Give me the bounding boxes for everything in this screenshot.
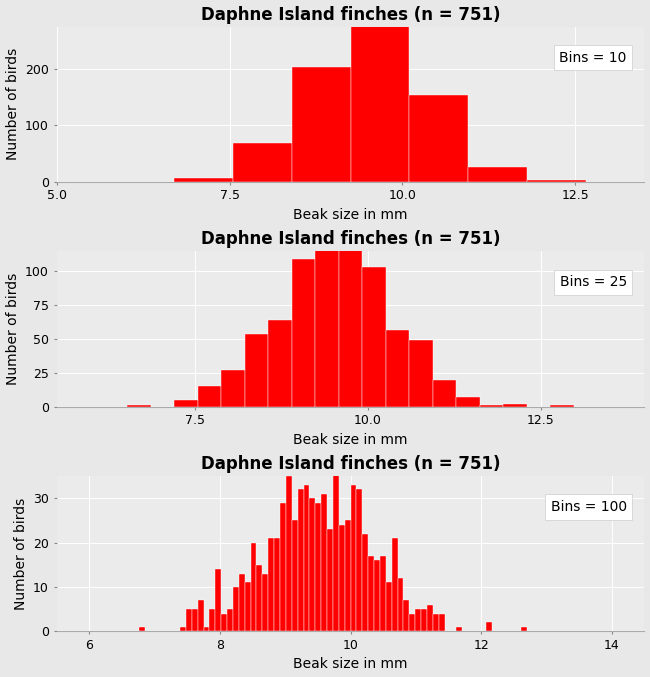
Bar: [398, 578, 404, 631]
Bar: [392, 538, 398, 631]
Y-axis label: Number of birds: Number of birds: [6, 48, 20, 160]
Bar: [192, 609, 198, 631]
Y-axis label: Number of birds: Number of birds: [14, 498, 27, 610]
Bar: [239, 573, 245, 631]
Bar: [263, 573, 268, 631]
Bar: [456, 397, 480, 406]
Bar: [327, 529, 333, 631]
Bar: [127, 405, 151, 406]
Bar: [410, 613, 415, 631]
Bar: [333, 445, 339, 631]
Bar: [221, 613, 227, 631]
X-axis label: Beak size in mm: Beak size in mm: [293, 433, 408, 447]
Bar: [350, 20, 410, 181]
Bar: [439, 613, 445, 631]
Bar: [362, 533, 368, 631]
Bar: [386, 330, 410, 406]
Bar: [404, 600, 410, 631]
Bar: [274, 538, 280, 631]
Text: Bins = 25: Bins = 25: [560, 276, 627, 289]
Bar: [174, 399, 198, 406]
Bar: [198, 387, 221, 406]
Bar: [410, 95, 468, 181]
Bar: [521, 627, 527, 631]
Bar: [380, 556, 386, 631]
Title: Daphne Island finches (n = 751): Daphne Island finches (n = 751): [201, 230, 500, 248]
Bar: [315, 247, 339, 406]
Bar: [386, 582, 392, 631]
Bar: [257, 565, 263, 631]
Bar: [503, 403, 527, 406]
Bar: [227, 609, 233, 631]
Bar: [368, 556, 374, 631]
Bar: [221, 370, 245, 406]
Text: Bins = 10: Bins = 10: [560, 51, 627, 64]
Bar: [304, 485, 309, 631]
Y-axis label: Number of birds: Number of birds: [6, 273, 20, 385]
Bar: [315, 502, 321, 631]
Bar: [233, 143, 292, 181]
Bar: [486, 622, 491, 631]
Bar: [468, 167, 527, 181]
Bar: [245, 582, 251, 631]
Bar: [433, 613, 439, 631]
Bar: [527, 180, 586, 181]
Bar: [268, 538, 274, 631]
Bar: [344, 521, 350, 631]
Bar: [233, 587, 239, 631]
Bar: [292, 67, 350, 181]
Bar: [215, 569, 221, 631]
Bar: [280, 502, 286, 631]
Bar: [350, 485, 356, 631]
Bar: [410, 341, 433, 406]
Bar: [180, 627, 186, 631]
Bar: [268, 320, 292, 406]
Bar: [286, 476, 292, 631]
Bar: [339, 525, 345, 631]
Bar: [309, 498, 315, 631]
Bar: [298, 489, 304, 631]
Title: Daphne Island finches (n = 751): Daphne Island finches (n = 751): [201, 455, 500, 473]
Bar: [321, 494, 327, 631]
Title: Daphne Island finches (n = 751): Daphne Island finches (n = 751): [201, 5, 500, 24]
Bar: [362, 267, 386, 406]
Bar: [339, 248, 362, 406]
Bar: [139, 627, 145, 631]
Bar: [251, 542, 257, 631]
Bar: [415, 609, 421, 631]
Bar: [551, 405, 574, 406]
Bar: [292, 259, 315, 406]
Text: Bins = 100: Bins = 100: [551, 500, 627, 514]
X-axis label: Beak size in mm: Beak size in mm: [293, 208, 408, 222]
Bar: [421, 609, 427, 631]
Bar: [198, 600, 203, 631]
X-axis label: Beak size in mm: Beak size in mm: [293, 657, 408, 672]
Bar: [456, 627, 462, 631]
Bar: [433, 380, 456, 406]
Bar: [245, 334, 268, 406]
Bar: [174, 178, 233, 181]
Bar: [480, 405, 503, 406]
Bar: [203, 627, 209, 631]
Bar: [292, 521, 298, 631]
Bar: [427, 605, 433, 631]
Bar: [186, 609, 192, 631]
Bar: [374, 561, 380, 631]
Bar: [209, 609, 215, 631]
Bar: [356, 489, 362, 631]
